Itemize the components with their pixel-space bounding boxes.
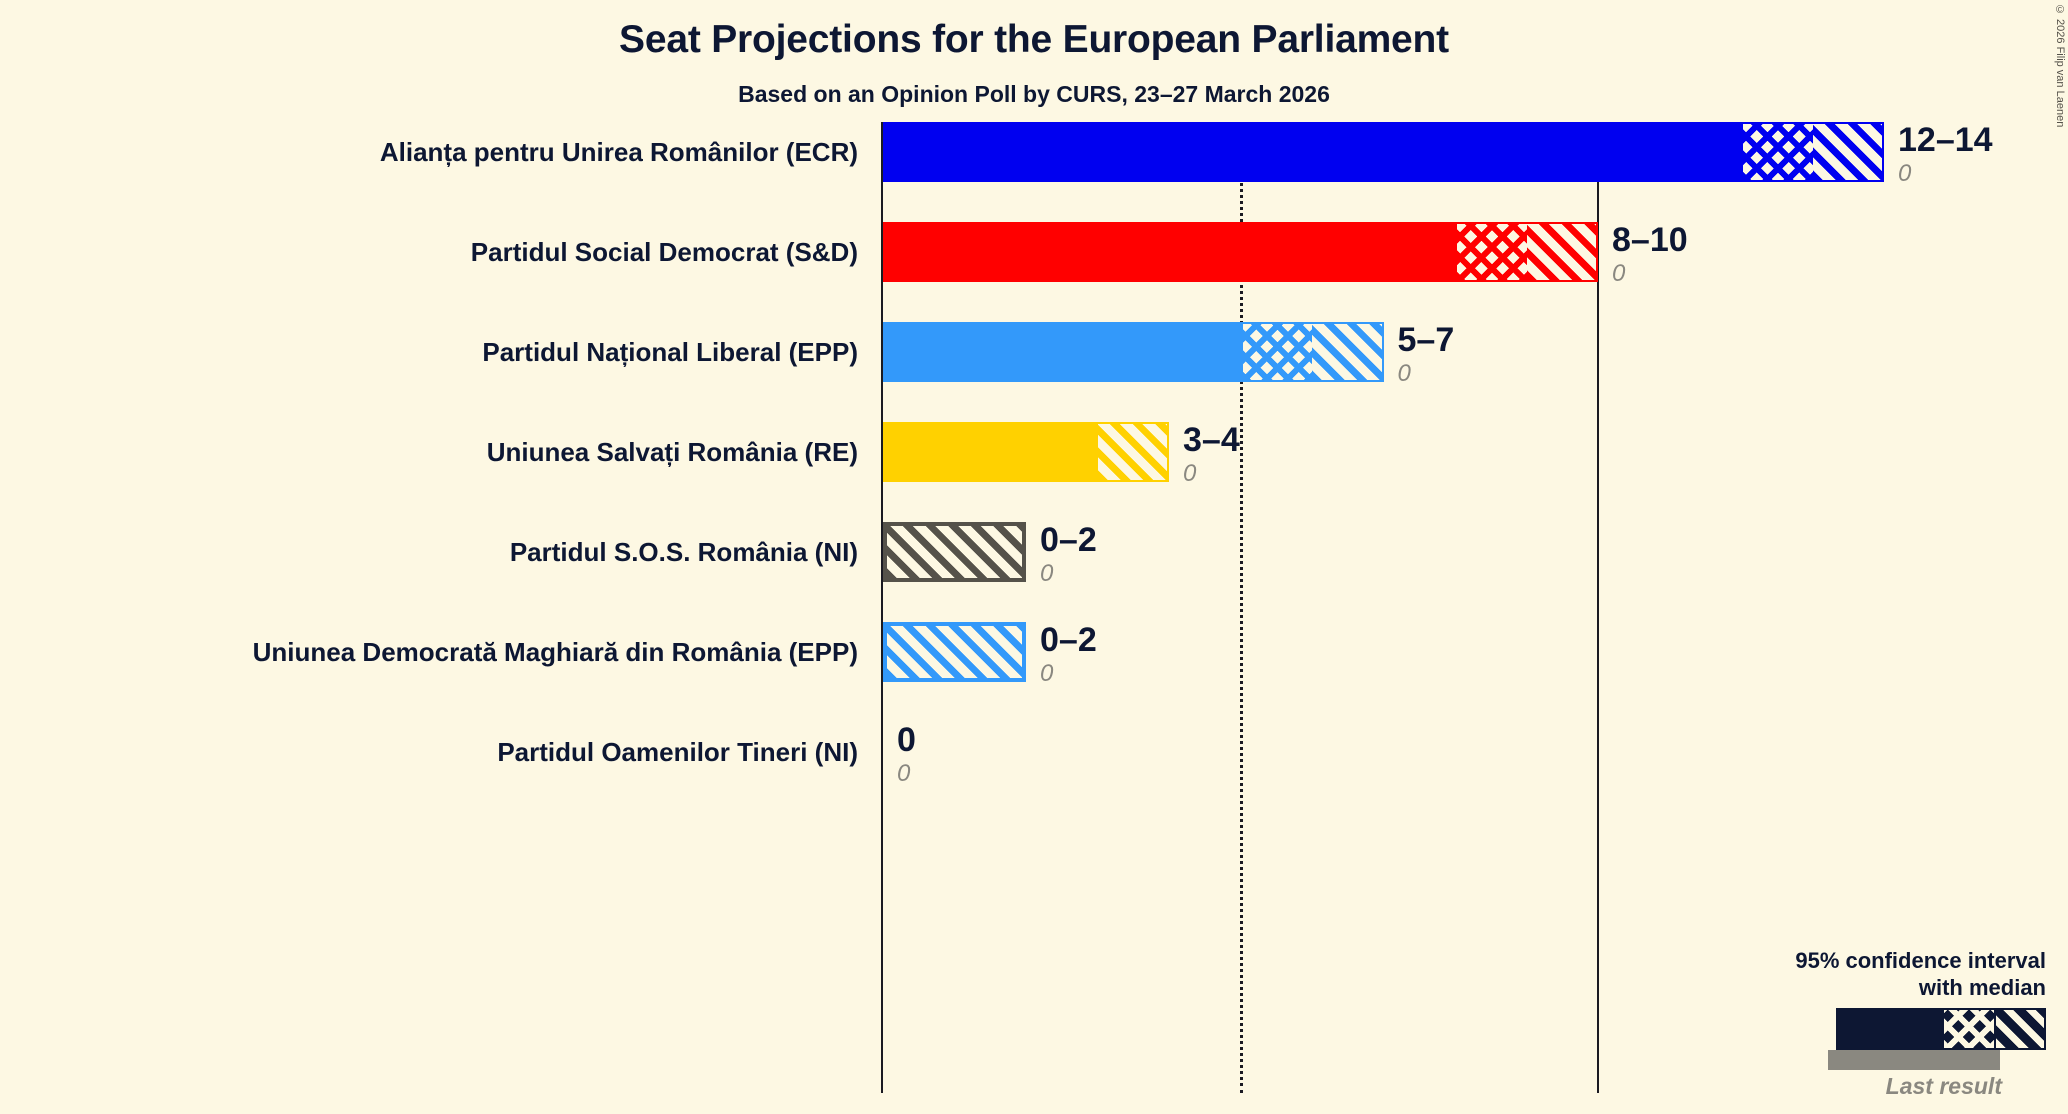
bar-row: Partidul Oamenilor Tineri (NI) 0 0 [0, 720, 2068, 822]
legend-confidence-swatch [1836, 1008, 2046, 1050]
seat-range-bar [883, 722, 884, 782]
seat-value-group: 12–14 0 [1898, 120, 1993, 188]
legend-confidence-label: 95% confidence interval with median [1726, 947, 2046, 1001]
last-result-value: 0 [1612, 260, 1626, 287]
bar-row: Partidul S.O.S. România (NI) 0–2 0 [0, 520, 2068, 622]
seat-range-label: 0–2 [1040, 621, 1097, 659]
seat-range-label: 3–4 [1183, 421, 1240, 459]
bar-row: Uniunea Salvați România (RE) 3–4 0 [0, 420, 2068, 522]
bar-segment-lower-bound [883, 222, 1455, 282]
seat-range-label: 5–7 [1397, 321, 1455, 359]
party-label: Partidul S.O.S. România (NI) [509, 536, 858, 567]
party-label: Partidul Național Liberal (EPP) [482, 336, 858, 367]
seat-range-bar [883, 422, 1169, 482]
value-axis-baseline [881, 122, 883, 1093]
seat-value-group: 3–4 0 [1183, 420, 1240, 488]
bar-segment-upper-bound [883, 622, 1026, 682]
last-result-value: 0 [1898, 160, 1912, 187]
bar-segment-upper-bound [1312, 322, 1384, 382]
bar-segment-upper-bound [1812, 122, 1884, 182]
bar-segment-median [1455, 222, 1527, 282]
copyright-notice: © 2026 Filip van Laenen [2054, 4, 2066, 128]
bar-row: Partidul Național Liberal (EPP) 5–7 0 [0, 320, 2068, 422]
legend-confidence-line2: with median [1918, 975, 2046, 1000]
bar-segment-lower-bound [883, 322, 1241, 382]
legend-confidence-line1: 95% confidence interval [1795, 948, 2046, 973]
bar-row: Alianța pentru Unirea Românilor (ECR) 12–… [0, 120, 2068, 222]
seat-range-bar [883, 122, 1884, 182]
seat-range-bar [883, 622, 1026, 682]
bar-row: Uniunea Democrată Maghiară din România (… [0, 620, 2068, 722]
gridline-5-seats [1239, 122, 1243, 1093]
bar-segment-lower-bound [883, 122, 1741, 182]
bar-row: Partidul Social Democrat (S&D) 8–10 0 [0, 220, 2068, 322]
last-result-value: 0 [1040, 560, 1054, 587]
party-label: Partidul Oamenilor Tineri (NI) [497, 736, 858, 767]
seat-range-label: 0 [897, 721, 916, 759]
chart-legend: 95% confidence interval with median Last… [1726, 947, 2046, 1100]
legend-upper-swatch [1996, 1010, 2044, 1048]
bar-segment-median [1240, 322, 1312, 382]
seat-range-label: 8–10 [1612, 221, 1688, 259]
party-label: Uniunea Democrată Maghiară din România (… [252, 636, 858, 667]
seat-range-bar [883, 322, 1384, 382]
seat-range-label: 0–2 [1040, 521, 1097, 559]
bar-segment-median [1741, 122, 1813, 182]
seat-value-group: 0–2 0 [1040, 620, 1097, 688]
seat-value-group: 5–7 0 [1398, 320, 1455, 388]
party-label: Alianța pentru Unirea Românilor (ECR) [379, 136, 858, 167]
page-title: Seat Projections for the European Parlia… [619, 18, 1449, 61]
party-label: Uniunea Salvați România (RE) [486, 436, 858, 467]
seat-range-label: 12–14 [1898, 121, 1993, 159]
seat-value-group: 8–10 0 [1612, 220, 1688, 288]
seat-range-bar [883, 222, 1598, 282]
last-result-value: 0 [1183, 460, 1197, 487]
gridline-10-seats [1597, 122, 1599, 1093]
seat-range-bar [883, 522, 1026, 582]
last-result-value: 0 [1040, 660, 1054, 687]
seat-value-group: 0–2 0 [1040, 520, 1097, 588]
legend-last-result-swatch [1828, 1050, 2000, 1070]
chart-subtitle: Based on an Opinion Poll by CURS, 23–27 … [738, 81, 1330, 107]
party-label: Partidul Social Democrat (S&D) [470, 236, 858, 267]
last-result-value: 0 [1397, 360, 1411, 387]
bar-segment-upper-bound [1526, 222, 1598, 282]
last-result-value: 0 [897, 760, 911, 787]
bar-segment-upper-bound [1097, 422, 1169, 482]
legend-median-swatch [1944, 1010, 1994, 1048]
legend-last-result-label: Last result [1885, 1073, 2002, 1099]
bar-segment-upper-bound [883, 522, 1026, 582]
bar-segment-lower-bound [883, 422, 1098, 482]
